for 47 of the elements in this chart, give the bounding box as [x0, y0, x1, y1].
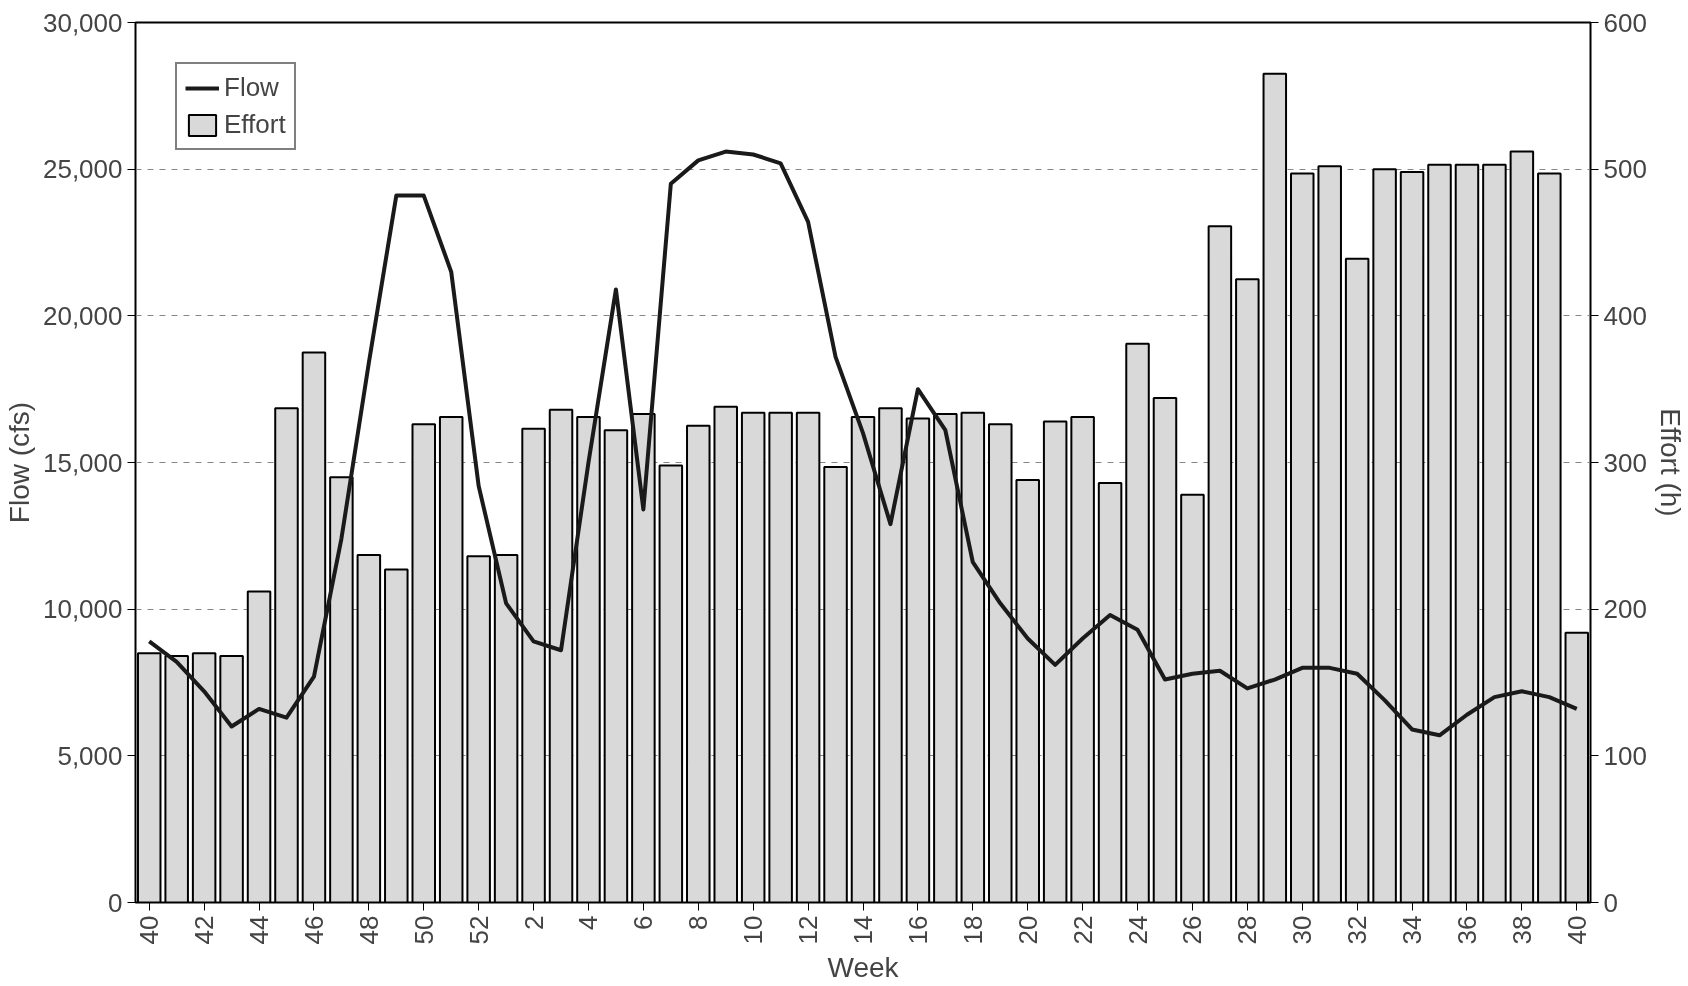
y-tick-label: 25,000 [42, 154, 123, 185]
x-tick-label: 44 [244, 915, 275, 945]
x-tick-label: 12 [793, 915, 824, 945]
x-tick-label: 16 [902, 915, 933, 945]
x-tick-label: 48 [353, 915, 384, 945]
x-tick-label: 34 [1397, 915, 1428, 945]
x-tick-label: 14 [848, 915, 878, 945]
x-tick-label: 18 [957, 915, 988, 945]
legend-label: Effort [224, 109, 286, 140]
x-tick-label: 4 [573, 915, 604, 930]
x-tick-label: 40 [1561, 915, 1592, 945]
x-tick-label: 2 [518, 915, 549, 930]
x-axis-title: Week [827, 952, 900, 984]
x-tick-label: 24 [1122, 915, 1153, 945]
y-tick-label: 0 [108, 887, 123, 918]
y-tick-label: 20,000 [42, 300, 123, 331]
x-tick-label: 26 [1177, 915, 1208, 945]
line-series [147, 149, 1579, 738]
y2-tick-label: 0 [1603, 887, 1618, 918]
x-tick-label: 38 [1506, 915, 1537, 945]
y-axis-title: Flow (cfs) [3, 401, 35, 524]
y2-tick-label: 200 [1603, 594, 1647, 625]
y2-axis-title: Effort (h) [1654, 408, 1686, 517]
x-tick-label: 6 [628, 915, 659, 930]
y-tick-label: 30,000 [42, 7, 123, 38]
x-tick-label: 20 [1012, 915, 1043, 945]
y-tick-label: 15,000 [42, 447, 123, 478]
x-tick-label: 22 [1067, 915, 1098, 945]
x-tick-label: 8 [683, 915, 714, 930]
x-tick-label: 46 [298, 915, 329, 945]
x-tick-label: 32 [1342, 915, 1373, 945]
x-tick-label: 42 [189, 915, 220, 945]
legend-label: Flow [224, 72, 279, 103]
x-tick-label: 50 [408, 915, 439, 945]
y-tick-label: 10,000 [42, 594, 123, 625]
x-tick-label: 28 [1232, 915, 1263, 945]
y-tick-label: 5,000 [57, 740, 123, 771]
y2-tick-label: 600 [1603, 7, 1647, 38]
y2-tick-label: 300 [1603, 447, 1647, 478]
x-tick-label: 36 [1451, 915, 1482, 945]
x-tick-label: 30 [1287, 915, 1318, 945]
x-tick-label: 52 [463, 915, 494, 945]
x-tick-label: 40 [134, 915, 165, 945]
x-tick-label: 10 [738, 915, 769, 945]
y2-tick-label: 500 [1603, 154, 1647, 185]
y2-tick-label: 100 [1603, 740, 1647, 771]
y2-tick-label: 400 [1603, 300, 1647, 331]
